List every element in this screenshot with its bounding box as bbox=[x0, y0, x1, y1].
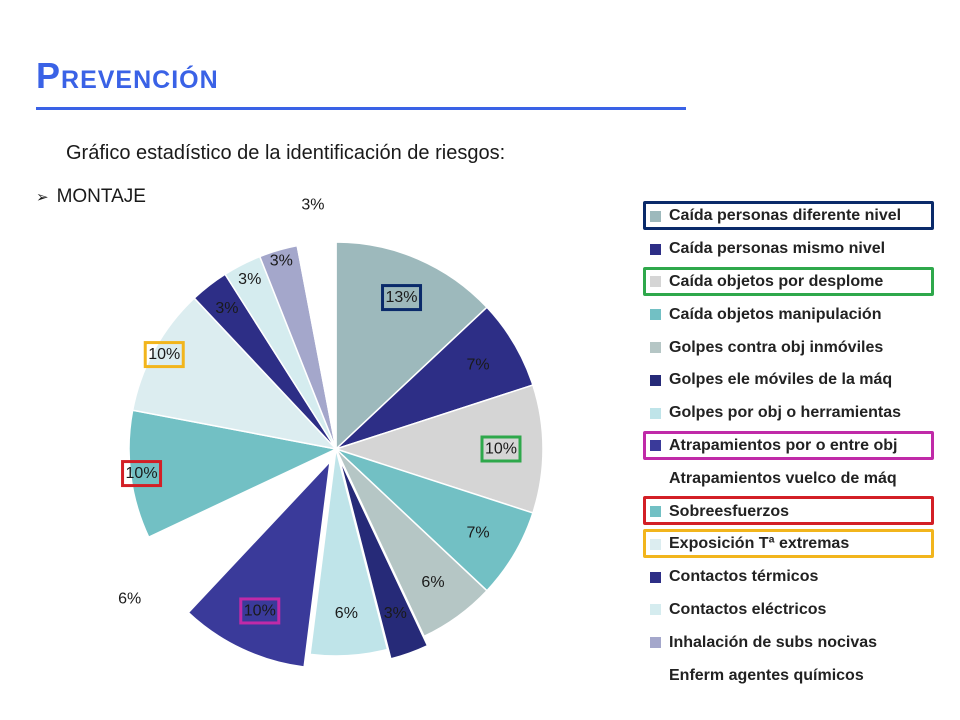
chart-subtitle: Gráfico estadístico de la identificación… bbox=[66, 142, 506, 164]
legend-swatch bbox=[650, 440, 661, 452]
legend-swatch bbox=[650, 210, 661, 222]
legend-swatch bbox=[650, 604, 661, 616]
legend-swatch bbox=[650, 309, 661, 321]
legend-label: Caída objetos manipulación bbox=[669, 305, 882, 323]
legend-item-9: Atrapamientos vuelco de máq bbox=[645, 462, 935, 495]
legend-swatch bbox=[650, 407, 661, 419]
slice-label-10: 10% bbox=[126, 465, 158, 482]
legend-swatch bbox=[650, 538, 661, 550]
legend-item-3: Caída objetos por desplome bbox=[643, 266, 935, 299]
legend-item-7: Golpes por obj o herramientas bbox=[645, 397, 935, 430]
legend-label: Enferm agentes químicos bbox=[669, 666, 864, 684]
legend-swatch bbox=[650, 670, 661, 682]
legend-item-6: Golpes ele móviles de la máq bbox=[645, 364, 935, 397]
slice-label-5: 6% bbox=[421, 574, 444, 591]
slice-label-highlight-11 bbox=[143, 341, 185, 369]
legend-item-13: Contactos eléctricos bbox=[645, 594, 935, 627]
slice-label-highlight-10 bbox=[121, 460, 163, 488]
legend-item-10: Sobreesfuerzos bbox=[643, 495, 935, 528]
legend-label: Atrapamientos por o entre obj bbox=[669, 436, 898, 454]
slice-label-highlight-3 bbox=[480, 435, 522, 463]
slice-label-13: 3% bbox=[238, 271, 261, 288]
legend-label: Contactos eléctricos bbox=[669, 600, 827, 618]
legend-label: Golpes contra obj inmóviles bbox=[669, 338, 884, 356]
legend-label: Contactos térmicos bbox=[669, 568, 819, 586]
slice-label-3: 10% bbox=[485, 441, 517, 458]
legend-label: Golpes por obj o herramientas bbox=[669, 404, 902, 422]
legend-item-12: Contactos térmicos bbox=[645, 561, 935, 594]
pie-slice-6 bbox=[338, 458, 429, 660]
legend-swatch bbox=[650, 342, 661, 354]
pie-slice-1 bbox=[335, 241, 488, 451]
slice-label-4: 7% bbox=[466, 524, 489, 541]
pie-slice-3 bbox=[333, 384, 544, 514]
legend-swatch bbox=[650, 374, 661, 386]
arrow-bullet-icon: ➢ bbox=[36, 189, 49, 206]
pie-slice-11 bbox=[131, 297, 339, 451]
slice-label-1: 13% bbox=[386, 289, 418, 306]
legend-item-2: Caída personas mismo nivel bbox=[645, 233, 935, 266]
legend-label: Sobreesfuerzos bbox=[669, 502, 790, 520]
pie-slice-15 bbox=[296, 241, 337, 450]
legend-label: Caída personas mismo nivel bbox=[669, 240, 886, 258]
legend-label: Golpes ele móviles de la máq bbox=[669, 371, 893, 389]
section-label: MONTAJE bbox=[56, 186, 146, 207]
legend-swatch bbox=[650, 243, 661, 255]
legend-swatch bbox=[650, 571, 661, 583]
chart-legend: Caída personas diferente nivel Caída pers… bbox=[643, 200, 935, 692]
legend-label: Exposición Tª extremas bbox=[669, 535, 850, 553]
slice-label-7: 6% bbox=[335, 605, 358, 622]
slice-label-9: 6% bbox=[118, 590, 141, 607]
legend-label: Inhalación de subs nocivas bbox=[669, 633, 878, 651]
page-title: Prevención bbox=[36, 55, 219, 96]
legend-item-14: Inhalación de subs nocivas bbox=[645, 626, 935, 659]
slice-label-6: 3% bbox=[384, 605, 407, 622]
pie-slice-5 bbox=[335, 448, 488, 638]
legend-item-11: Exposición Tª extremas bbox=[643, 528, 935, 561]
slice-label-14: 3% bbox=[270, 252, 293, 269]
slice-label-15: 3% bbox=[301, 197, 324, 214]
legend-label: Caída personas diferente nivel bbox=[669, 207, 902, 225]
legend-item-15: Enferm agentes químicos bbox=[645, 659, 935, 692]
legend-label: Caída objetos por desplome bbox=[669, 272, 884, 290]
legend-item-8: Atrapamientos por o entre obj bbox=[643, 430, 935, 463]
title-underline bbox=[36, 107, 686, 110]
legend-swatch bbox=[650, 276, 661, 288]
legend-item-1: Caída personas diferente nivel bbox=[643, 200, 935, 233]
legend-swatch bbox=[650, 637, 661, 649]
pie-slice-10 bbox=[128, 409, 339, 539]
slice-label-highlight-8 bbox=[239, 597, 281, 625]
legend-label: Atrapamientos vuelco de máq bbox=[669, 469, 897, 487]
pie-slice-8 bbox=[187, 459, 332, 668]
slice-label-12: 3% bbox=[215, 300, 238, 317]
legend-item-5: Golpes contra obj inmóviles bbox=[645, 331, 935, 364]
section-bullet: ➢ MONTAJE bbox=[36, 186, 146, 208]
slice-label-8: 10% bbox=[244, 602, 276, 619]
slice-label-highlight-1 bbox=[381, 284, 423, 312]
legend-swatch bbox=[650, 473, 661, 485]
slice-label-11: 10% bbox=[148, 346, 180, 363]
slice-label-2: 7% bbox=[466, 357, 489, 374]
legend-item-4: Caída objetos manipulación bbox=[645, 298, 935, 331]
legend-swatch bbox=[650, 506, 661, 518]
pie-slice-7 bbox=[309, 448, 389, 657]
